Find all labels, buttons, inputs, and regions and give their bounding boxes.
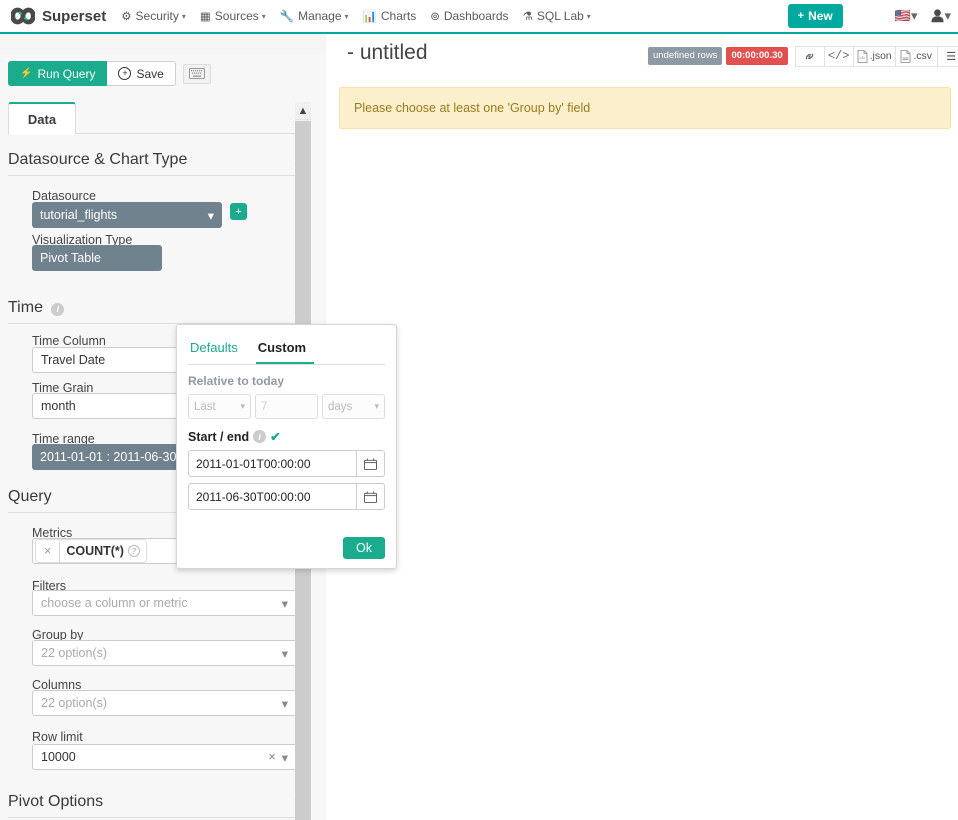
svg-text:</>: </>: [859, 55, 866, 60]
